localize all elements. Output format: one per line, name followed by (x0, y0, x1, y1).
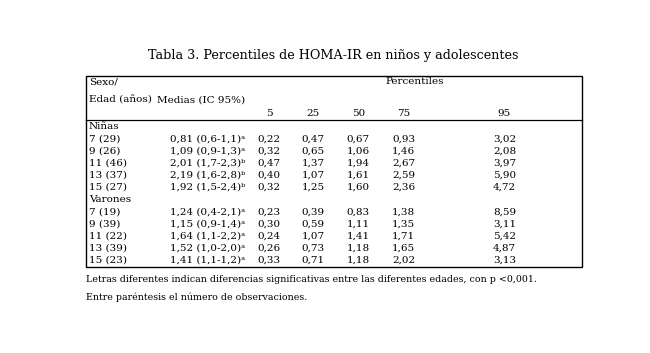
Text: Sexo/: Sexo/ (89, 78, 118, 86)
Text: 1,06: 1,06 (346, 146, 370, 155)
Text: 13 (37): 13 (37) (89, 171, 127, 180)
Text: 1,15 (0,9-1,4)ᵃ: 1,15 (0,9-1,4)ᵃ (170, 220, 246, 228)
Text: 2,36: 2,36 (392, 183, 415, 192)
Text: 1,71: 1,71 (392, 232, 415, 241)
Text: 1,41 (1,1-1,2)ᵃ: 1,41 (1,1-1,2)ᵃ (170, 256, 246, 265)
Text: 8,59: 8,59 (493, 207, 516, 216)
Text: 1,07: 1,07 (302, 232, 324, 241)
Text: 3,02: 3,02 (493, 134, 516, 143)
Text: Edad (años): Edad (años) (89, 95, 151, 104)
Text: 9 (26): 9 (26) (89, 146, 120, 155)
Text: 7 (19): 7 (19) (89, 207, 120, 216)
Text: 0,47: 0,47 (302, 134, 324, 143)
Text: 1,41: 1,41 (346, 232, 370, 241)
Text: 3,97: 3,97 (493, 158, 516, 168)
Text: 1,25: 1,25 (302, 183, 324, 192)
Text: Percentiles: Percentiles (385, 78, 444, 86)
Text: 0,93: 0,93 (392, 134, 415, 143)
Text: 4,72: 4,72 (493, 183, 516, 192)
Text: 0,33: 0,33 (257, 256, 280, 265)
Text: 0,24: 0,24 (257, 232, 280, 241)
Text: 1,24 (0,4-2,1)ᵃ: 1,24 (0,4-2,1)ᵃ (170, 207, 246, 216)
Text: 25: 25 (306, 109, 320, 118)
Text: 15 (27): 15 (27) (89, 183, 127, 192)
Text: 0,71: 0,71 (302, 256, 324, 265)
Text: Tabla 3. Percentiles de HOMA-IR en niños y adolescentes: Tabla 3. Percentiles de HOMA-IR en niños… (148, 49, 519, 62)
Text: 1,18: 1,18 (346, 256, 370, 265)
Text: 2,19 (1,6-2,8)ᵇ: 2,19 (1,6-2,8)ᵇ (170, 171, 246, 180)
Text: 50: 50 (352, 109, 365, 118)
Text: 1,11: 1,11 (346, 220, 370, 228)
Text: Letras diferentes indican diferencias significativas entre las diferentes edades: Letras diferentes indican diferencias si… (86, 275, 537, 284)
Text: 0,47: 0,47 (257, 158, 280, 168)
Text: 0,32: 0,32 (257, 146, 280, 155)
Text: 1,92 (1,5-2,4)ᵇ: 1,92 (1,5-2,4)ᵇ (170, 183, 246, 192)
Text: 1,65: 1,65 (392, 244, 415, 253)
Text: Medias (IC 95%): Medias (IC 95%) (157, 95, 245, 104)
Text: 1,07: 1,07 (302, 171, 324, 180)
Text: 0,32: 0,32 (257, 183, 280, 192)
Text: 11 (22): 11 (22) (89, 232, 127, 241)
Text: Varones: Varones (89, 195, 131, 204)
Text: 75: 75 (397, 109, 410, 118)
Text: 9 (39): 9 (39) (89, 220, 120, 228)
Text: 11 (46): 11 (46) (89, 158, 127, 168)
Text: 1,60: 1,60 (346, 183, 370, 192)
Text: 1,09 (0,9-1,3)ᵃ: 1,09 (0,9-1,3)ᵃ (170, 146, 246, 155)
Text: 1,94: 1,94 (346, 158, 370, 168)
Text: Niñas: Niñas (89, 122, 120, 131)
Text: 15 (23): 15 (23) (89, 256, 127, 265)
Text: 2,59: 2,59 (392, 171, 415, 180)
Text: 0,67: 0,67 (346, 134, 370, 143)
Text: 95: 95 (498, 109, 511, 118)
Text: 13 (39): 13 (39) (89, 244, 127, 253)
Text: 1,61: 1,61 (346, 171, 370, 180)
Text: 0,26: 0,26 (257, 244, 280, 253)
Text: 1,38: 1,38 (392, 207, 415, 216)
Text: 2,08: 2,08 (493, 146, 516, 155)
Text: 0,23: 0,23 (257, 207, 280, 216)
Text: 1,52 (1,0-2,0)ᵃ: 1,52 (1,0-2,0)ᵃ (170, 244, 246, 253)
Text: 4,87: 4,87 (493, 244, 516, 253)
Text: 0,40: 0,40 (257, 171, 280, 180)
Text: 3,13: 3,13 (493, 256, 516, 265)
Text: 0,81 (0,6-1,1)ᵃ: 0,81 (0,6-1,1)ᵃ (170, 134, 246, 143)
Text: 0,83: 0,83 (346, 207, 370, 216)
Text: 1,37: 1,37 (302, 158, 324, 168)
Text: 1,35: 1,35 (392, 220, 415, 228)
Text: 5,90: 5,90 (493, 171, 516, 180)
Text: 5: 5 (266, 109, 272, 118)
Text: 0,65: 0,65 (302, 146, 324, 155)
Text: 5,42: 5,42 (493, 232, 516, 241)
Text: 2,01 (1,7-2,3)ᵇ: 2,01 (1,7-2,3)ᵇ (170, 158, 246, 168)
Text: Entre paréntesis el número de observaciones.: Entre paréntesis el número de observacio… (86, 292, 307, 302)
Text: 0,73: 0,73 (302, 244, 324, 253)
Text: 0,30: 0,30 (257, 220, 280, 228)
Text: 0,22: 0,22 (257, 134, 280, 143)
Text: 2,67: 2,67 (392, 158, 415, 168)
Text: 0,59: 0,59 (302, 220, 324, 228)
Text: 1,18: 1,18 (346, 244, 370, 253)
Text: 1,46: 1,46 (392, 146, 415, 155)
Text: 1,64 (1,1-2,2)ᵃ: 1,64 (1,1-2,2)ᵃ (170, 232, 246, 241)
Text: 7 (29): 7 (29) (89, 134, 120, 143)
Text: 2,02: 2,02 (392, 256, 415, 265)
Text: 3,11: 3,11 (493, 220, 516, 228)
Text: 0,39: 0,39 (302, 207, 324, 216)
